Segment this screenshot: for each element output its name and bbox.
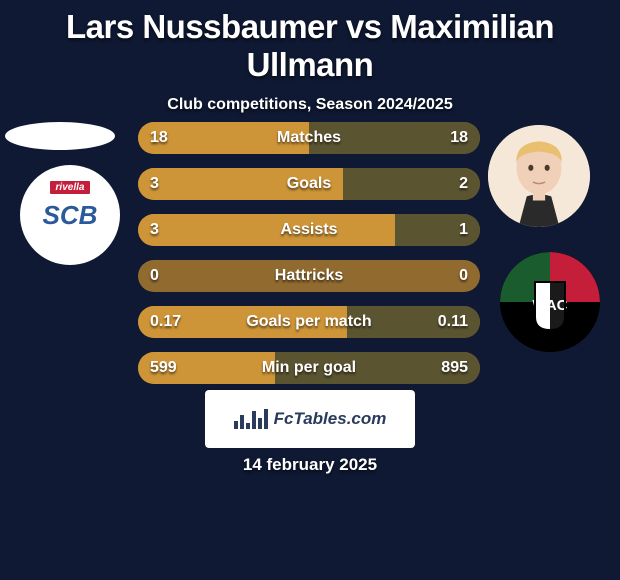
stat-row: 3 Goals 2 xyxy=(138,168,480,200)
stat-row: 0.17 Goals per match 0.11 xyxy=(138,306,480,338)
player1-club-badge: rivella SCB xyxy=(20,165,120,265)
stat-value-left: 0.17 xyxy=(150,313,181,331)
stat-value-right: 0.11 xyxy=(438,313,468,331)
stat-value-right: 0 xyxy=(459,267,468,285)
comparison-bars: 18 Matches 18 3 Goals 2 3 Assists 1 0 Hattricks 0 0.… xyxy=(138,122,480,398)
stat-label: Min per goal xyxy=(262,359,356,377)
player1-name: Lars Nussbaumer xyxy=(66,8,337,45)
club-abbrev: SCB xyxy=(43,200,98,231)
stat-row: 599 Min per goal 895 xyxy=(138,352,480,384)
stat-row: 0 Hattricks 0 xyxy=(138,260,480,292)
club-sponsor: rivella xyxy=(50,181,91,194)
logo-text: FcTables.com xyxy=(274,409,387,429)
stat-value-right: 895 xyxy=(441,359,468,377)
subtitle: Club competitions, Season 2024/2025 xyxy=(0,96,620,114)
stat-label: Hattricks xyxy=(275,267,343,285)
player2-club-badge: WAC xyxy=(500,252,600,352)
stat-value-right: 2 xyxy=(459,175,468,193)
stat-row: 18 Matches 18 xyxy=(138,122,480,154)
stat-value-right: 1 xyxy=(459,221,468,239)
stat-value-left: 0 xyxy=(150,267,159,285)
stat-value-left: 3 xyxy=(150,221,159,239)
svg-text:WAC: WAC xyxy=(533,297,568,314)
fctables-logo: FcTables.com xyxy=(205,390,415,448)
player2-avatar xyxy=(488,125,590,227)
stat-label: Assists xyxy=(281,221,338,239)
date-text: 14 february 2025 xyxy=(0,455,620,475)
stat-row: 3 Assists 1 xyxy=(138,214,480,246)
stat-value-right: 18 xyxy=(450,129,468,147)
stat-value-left: 3 xyxy=(150,175,159,193)
vs-text: vs xyxy=(346,8,390,45)
stat-value-left: 599 xyxy=(150,359,177,377)
stat-label: Goals xyxy=(287,175,331,193)
logo-bars-icon xyxy=(234,409,268,429)
stat-label: Matches xyxy=(277,129,341,147)
stat-fill-left xyxy=(138,214,395,246)
page-title: Lars Nussbaumer vs Maximilian Ullmann xyxy=(0,0,620,84)
player1-avatar xyxy=(5,122,115,150)
stat-label: Goals per match xyxy=(246,313,371,331)
stat-value-left: 18 xyxy=(150,129,168,147)
